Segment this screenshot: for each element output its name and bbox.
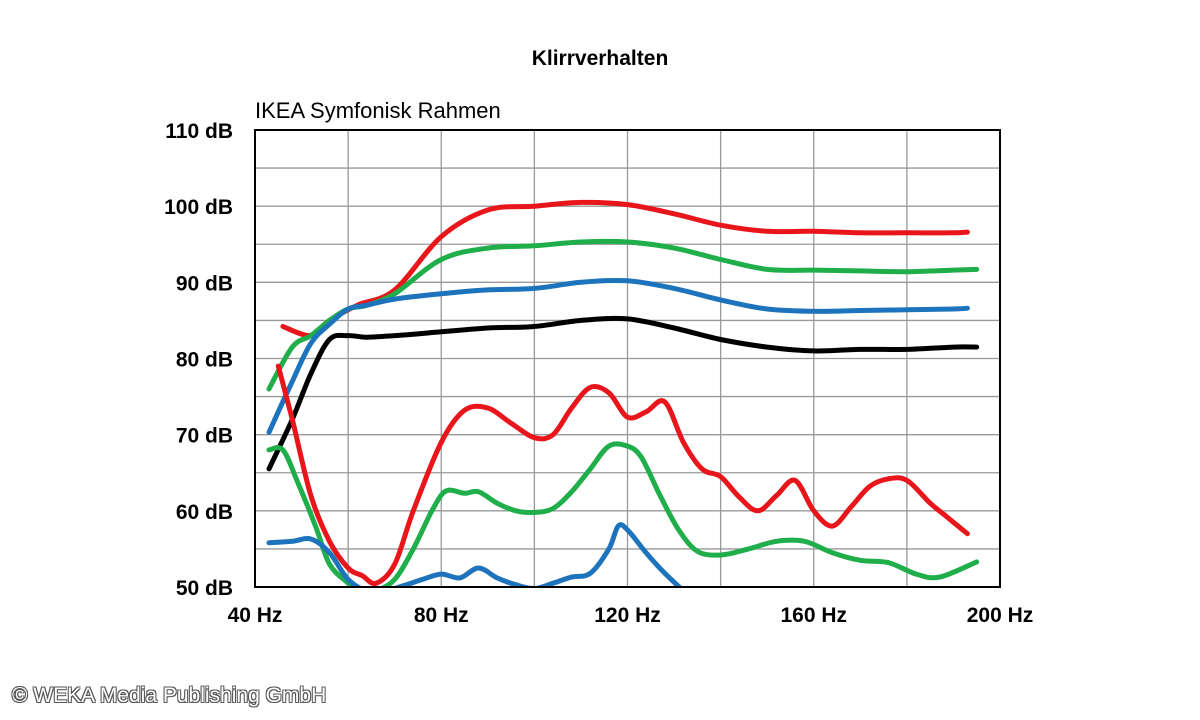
copyright-notice: © WEKA Media Publishing GmbH <box>12 684 327 707</box>
y-tick-label: 90 dB <box>176 272 233 295</box>
y-axis: 50 dB 60 dB 70 dB 80 dB 90 dB 100 dB 110 dB <box>164 120 233 600</box>
x-axis: 40 Hz 80 Hz 120 Hz 160 Hz 200 Hz <box>228 604 1034 627</box>
x-tick-label: 120 Hz <box>594 604 661 627</box>
y-tick-label: 50 dB <box>176 577 233 600</box>
series-line-6 <box>266 441 980 587</box>
x-tick-label: 200 Hz <box>967 604 1034 627</box>
y-tick-label: 110 dB <box>165 120 233 143</box>
series-line-4 <box>266 277 970 435</box>
series-line-5 <box>275 363 970 586</box>
x-tick-label: 80 Hz <box>414 604 469 627</box>
series-line-3 <box>266 238 980 392</box>
series-line-1 <box>266 315 980 472</box>
y-tick-label: 60 dB <box>176 501 233 524</box>
y-tick-label: 100 dB <box>164 196 233 219</box>
series-group <box>266 199 980 587</box>
chart-subtitle: IKEA Symfonisk Rahmen <box>255 98 501 123</box>
plot-frame <box>254 129 1001 588</box>
y-tick-label: 80 dB <box>176 349 233 372</box>
y-tick-label: 70 dB <box>176 425 233 448</box>
x-tick-label: 40 Hz <box>228 604 283 627</box>
x-tick-label: 160 Hz <box>780 604 847 627</box>
chart-title: Klirrverhalten <box>532 47 669 70</box>
series-line-7 <box>266 522 683 587</box>
